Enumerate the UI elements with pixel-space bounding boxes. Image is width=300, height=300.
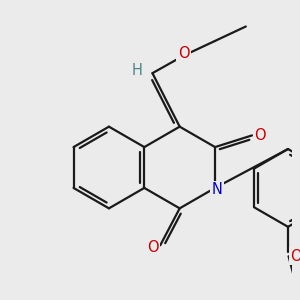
Text: O: O (178, 46, 189, 61)
Text: O: O (290, 248, 300, 263)
Text: O: O (147, 240, 158, 255)
Text: H: H (131, 63, 142, 78)
Text: N: N (212, 182, 222, 197)
Text: O: O (254, 128, 266, 143)
